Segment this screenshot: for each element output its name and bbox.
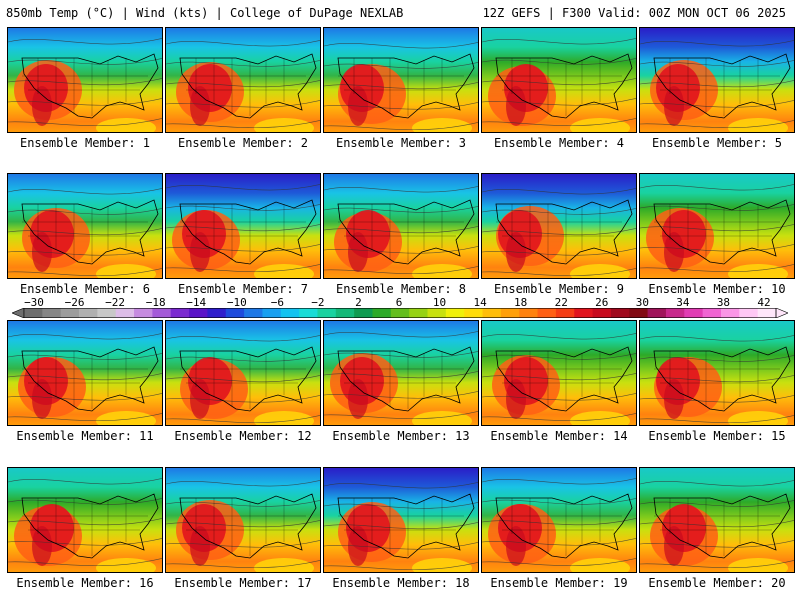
temperature-map [323,27,479,133]
member-label: Ensemble Member: 12 [174,429,312,443]
colorbar-tick-label: 26 [595,296,609,309]
ensemble-panel: Ensemble Member: 12 [165,320,321,443]
member-label: Ensemble Member: 7 [177,282,309,296]
ensemble-panel: Ensemble Member: 2 [165,27,321,150]
colorbar-tick-label: −10 [226,296,247,309]
temperature-map [7,467,163,573]
colorbar-tick-label: 18 [514,296,528,309]
temperature-map [165,320,321,426]
ensemble-panel: Ensemble Member: 16 [7,467,163,590]
product-title: 850mb Temp (°C) | Wind (kts) | College o… [6,6,404,20]
ensemble-panel: Ensemble Member: 5 [639,27,795,150]
temperature-map [7,27,163,133]
temperature-map [481,320,637,426]
colorbar-tick-label: 22 [554,296,568,309]
ensemble-panel: Ensemble Member: 19 [481,467,637,590]
ensemble-panel: Ensemble Member: 17 [165,467,321,590]
colorbar-tick-label: −22 [105,296,126,309]
member-label: Ensemble Member: 14 [490,429,628,443]
temperature-map [639,467,795,573]
colorbar-tick-label: −30 [24,296,44,309]
colorbar-tick-label: 30 [635,296,649,309]
member-label: Ensemble Member: 20 [648,576,786,590]
temperature-map [165,467,321,573]
ensemble-panel: Ensemble Member: 10 [639,173,795,296]
temperature-map [7,173,163,279]
colorbar-tick-label: −14 [186,296,207,309]
temperature-map [323,320,479,426]
ensemble-panel: Ensemble Member: 7 [165,173,321,296]
temperature-map [639,27,795,133]
temperature-map [481,467,637,573]
ensemble-panel: Ensemble Member: 20 [639,467,795,590]
ensemble-panel: Ensemble Member: 6 [7,173,163,296]
ensemble-panel: Ensemble Member: 1 [7,27,163,150]
member-label: Ensemble Member: 11 [16,429,154,443]
temperature-map [639,320,795,426]
ensemble-panel: Ensemble Member: 4 [481,27,637,150]
member-label: Ensemble Member: 16 [16,576,154,590]
ensemble-panel: Ensemble Member: 14 [481,320,637,443]
colorbar-tick-label: −18 [145,296,166,309]
member-label: Ensemble Member: 9 [493,282,625,296]
temperature-map [165,27,321,133]
member-label: Ensemble Member: 19 [490,576,628,590]
colorbar-tick-label: 10 [432,296,447,309]
ensemble-panel: Ensemble Member: 8 [323,173,479,296]
ensemble-panel: Ensemble Member: 15 [639,320,795,443]
member-label: Ensemble Member: 5 [651,136,783,150]
member-label: Ensemble Member: 8 [335,282,467,296]
member-label: Ensemble Member: 4 [493,136,625,150]
member-label: Ensemble Member: 10 [648,282,786,296]
colorbar-labels: −30 −26 −22 −18 −14 −10 −6 −2 2 6 10 14 18 22 26 30 34 38… [0,296,800,309]
member-label: Ensemble Member: 15 [648,429,786,443]
temperature-colorbar [12,308,788,318]
member-label: Ensemble Member: 13 [332,429,470,443]
member-label: Ensemble Member: 18 [332,576,470,590]
colorbar-tick-label: −6 [270,296,284,309]
temperature-map [481,27,637,133]
colorbar-tick-label: −2 [311,296,325,309]
ensemble-panel: Ensemble Member: 9 [481,173,637,296]
colorbar-tick-label: 42 [757,296,771,309]
colorbar-tick-label: 34 [676,296,690,309]
member-label: Ensemble Member: 6 [19,282,151,296]
ensemble-panel: Ensemble Member: 13 [323,320,479,443]
temperature-map [7,320,163,426]
ensemble-panel: Ensemble Member: 3 [323,27,479,150]
member-label: Ensemble Member: 1 [19,136,151,150]
colorbar-tick-label: −26 [64,296,85,309]
member-label: Ensemble Member: 2 [177,136,309,150]
temperature-map [481,173,637,279]
temperature-map [323,467,479,573]
ensemble-panel: Ensemble Member: 11 [7,320,163,443]
colorbar-tick-label: 38 [716,296,731,309]
temperature-map [323,173,479,279]
colorbar-tick-label: 2 [355,296,362,309]
ensemble-panel: Ensemble Member: 18 [323,467,479,590]
colorbar-tick-label: 14 [473,296,487,309]
member-label: Ensemble Member: 3 [335,136,467,150]
member-label: Ensemble Member: 17 [174,576,312,590]
valid-time: 12Z GEFS | F300 Valid: 00Z MON OCT 06 20… [482,6,786,20]
temperature-map [639,173,795,279]
temperature-map [165,173,321,279]
colorbar-tick-label: 6 [395,296,403,309]
